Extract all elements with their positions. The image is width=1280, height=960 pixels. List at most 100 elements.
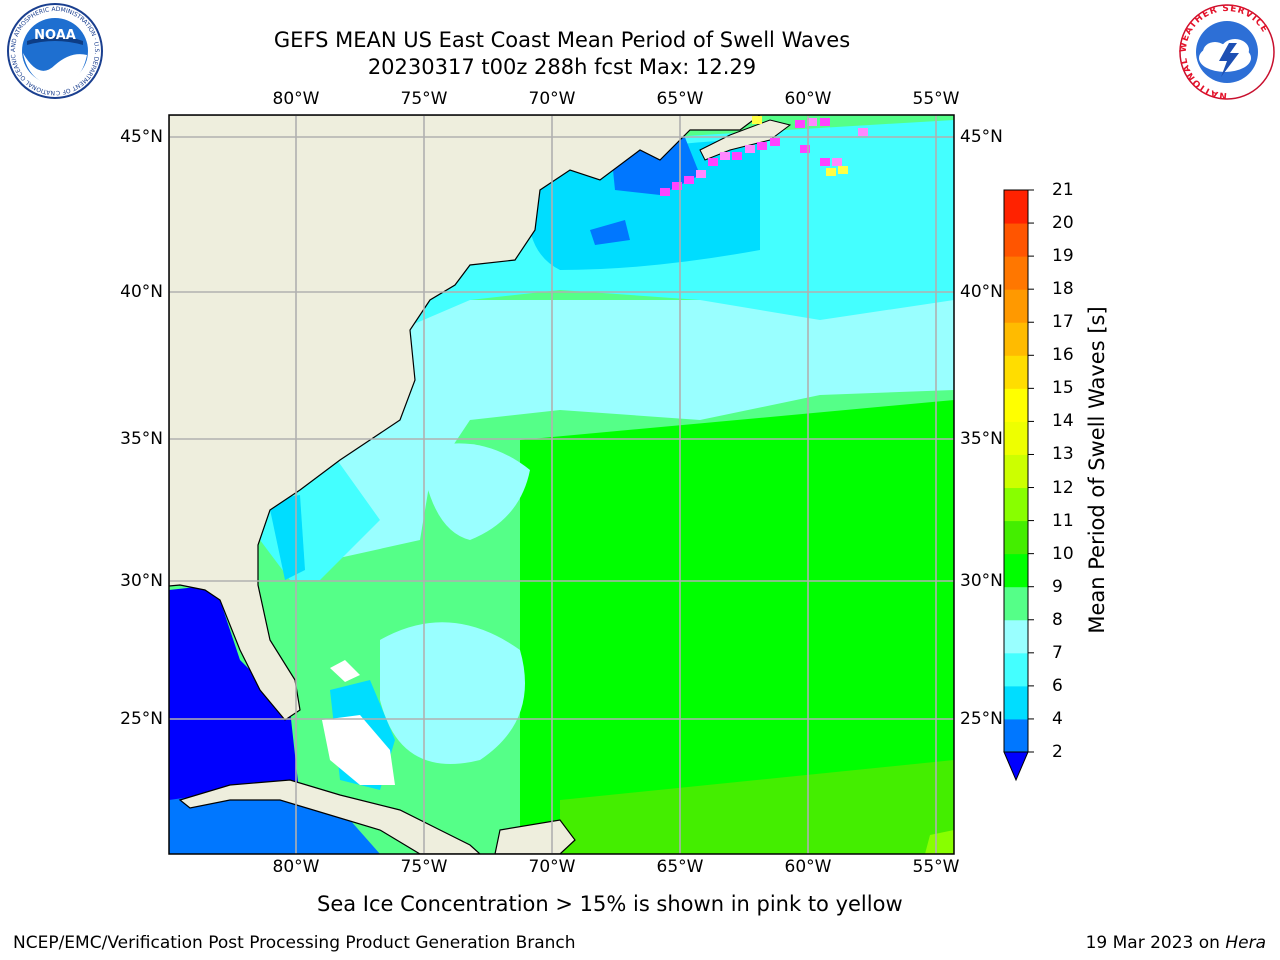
latitude-label-left: 45°N (120, 127, 163, 147)
footer-machine: Hera (1225, 933, 1266, 953)
sea-ice-cell (660, 188, 670, 196)
sea-ice-cell (832, 158, 842, 166)
colorbar-tick-label: 15 (1052, 378, 1074, 399)
swell-zone-under-2s-gulf (169, 585, 300, 800)
colorbar-swatch (1004, 256, 1028, 290)
latitude-label-left: 35°N (120, 429, 163, 449)
longitude-label-bottom: 75°W (400, 857, 448, 877)
colorbar-tick-label: 6 (1052, 675, 1063, 696)
colorbar-swatch (1004, 487, 1028, 522)
footer-credit: NCEP/EMC/Verification Post Processing Pr… (13, 933, 576, 953)
swell-zone-7-8s (330, 300, 954, 560)
land-hispaniola (494, 819, 576, 854)
colorbar-tick-label: 9 (1052, 576, 1063, 597)
longitude-label-top: 70°W (528, 89, 576, 109)
colorbar-tick-label: 20 (1052, 213, 1074, 234)
swell-zone-2-4s-caribbean (169, 790, 380, 854)
sea-ice-cell (820, 158, 830, 166)
colorbar-tick-label: 21 (1052, 180, 1074, 200)
colorbar-tick-label: 4 (1052, 708, 1063, 729)
no-data-little-bahama-bank (330, 660, 360, 682)
sea-ice-cell (684, 176, 694, 184)
sea-ice-cell (807, 118, 817, 126)
colorbar-swatch (1004, 355, 1028, 389)
sea-ice-cell (826, 168, 836, 176)
colorbar-tick-label: 16 (1052, 345, 1074, 366)
longitude-label-top: 75°W (400, 89, 448, 109)
latitude-label-right: 35°N (960, 429, 1003, 449)
colorbar (1003, 189, 1034, 782)
colorbar-swatch (1004, 619, 1028, 654)
sea-ice-cell (795, 120, 805, 128)
sea-ice-cell (858, 128, 868, 136)
colorbar-swatch (1004, 388, 1028, 422)
sea-ice-cell (708, 158, 718, 166)
sea-ice-cell (770, 138, 780, 146)
swell-zone-10-11s (520, 400, 954, 854)
sea-ice-cell (672, 182, 682, 190)
swell-zone-11-12s (560, 760, 954, 854)
sea-ice-cell (745, 145, 755, 153)
colorbar-tick-label: 7 (1052, 642, 1063, 663)
map-subtitle: 20230317 t00z 288h fcst Max: 12.29 (367, 55, 757, 79)
longitude-label-bottom: 60°W (784, 857, 832, 877)
colorbar-tick-label: 19 (1052, 246, 1074, 267)
longitude-label-top: 65°W (656, 89, 704, 109)
colorbar-tick-label: 11 (1052, 510, 1074, 531)
colorbar-swatch (1004, 652, 1028, 687)
longitude-label-top: 80°W (272, 89, 320, 109)
sea-ice-cell (838, 166, 848, 174)
colorbar-swatch (1004, 553, 1028, 588)
no-data-bahamas (322, 715, 395, 785)
colorbar-tick-label: 13 (1052, 444, 1074, 465)
colorbar-under-arrow (1003, 751, 1029, 782)
longitude-label-top: 55°W (912, 89, 960, 109)
graticule (169, 115, 954, 854)
colorbar-tick-label: 8 (1052, 609, 1063, 630)
latitude-label-left: 25°N (120, 709, 163, 729)
colorbar-swatch (1004, 223, 1028, 257)
swell-patch-light (420, 443, 530, 540)
longitude-label-bottom: 80°W (272, 857, 320, 877)
map-title: GEFS MEAN US East Coast Mean Period of S… (273, 28, 851, 52)
longitude-label-bottom: 55°W (912, 857, 960, 877)
latitude-label-right: 30°N (960, 571, 1003, 591)
colorbar-swatch (1004, 421, 1028, 455)
colorbar-swatch (1004, 289, 1028, 323)
swell-patch-dark (590, 220, 630, 245)
noaa-logo: NATIONAL OCEANIC AND ATMOSPHERIC ADMINIS… (3, 3, 103, 99)
swell-zone-12-13s (925, 830, 954, 854)
latitude-label-right: 45°N (960, 127, 1003, 147)
sea-ice-cell (752, 116, 762, 124)
colorbar-tick-label: 12 (1052, 477, 1074, 498)
colorbar-tick-label: 17 (1052, 312, 1074, 333)
colorbar-swatch (1004, 454, 1028, 489)
map-frame (168, 114, 955, 855)
longitude-label-bottom: 70°W (528, 857, 576, 877)
latitude-label-right: 25°N (960, 709, 1003, 729)
sea-ice-cell (696, 170, 706, 178)
land-us-east-coast (169, 115, 761, 721)
latitude-label-left: 30°N (120, 571, 163, 591)
swell-patch-bahamas (380, 622, 525, 764)
colorbar-tick-label: 14 (1052, 411, 1074, 432)
latitude-label-left: 40°N (120, 282, 163, 302)
sea-ice-cell (732, 152, 742, 160)
sea-ice-cell (720, 152, 730, 160)
longitude-label-top: 60°W (784, 89, 832, 109)
sea-ice-cell (800, 145, 810, 153)
sea-ice-cell (820, 118, 830, 126)
colorbar-swatch (1004, 718, 1028, 753)
colorbar-tick-label: 18 (1052, 279, 1074, 300)
colorbar-swatch (1004, 520, 1028, 555)
footer-date-text: 19 Mar 2023 on (1085, 933, 1226, 953)
colorbar-swatch (1004, 685, 1028, 720)
sea-ice-note: Sea Ice Concentration > 15% is shown in … (317, 892, 903, 916)
colorbar-tick-label: 10 (1052, 543, 1074, 564)
sea-ice-cell (757, 142, 767, 150)
sea-ice-markers (660, 116, 868, 196)
colorbar-swatch (1004, 586, 1028, 621)
colorbar-tick-label: 2 (1052, 742, 1063, 762)
colorbar-frame (1003, 189, 1029, 753)
